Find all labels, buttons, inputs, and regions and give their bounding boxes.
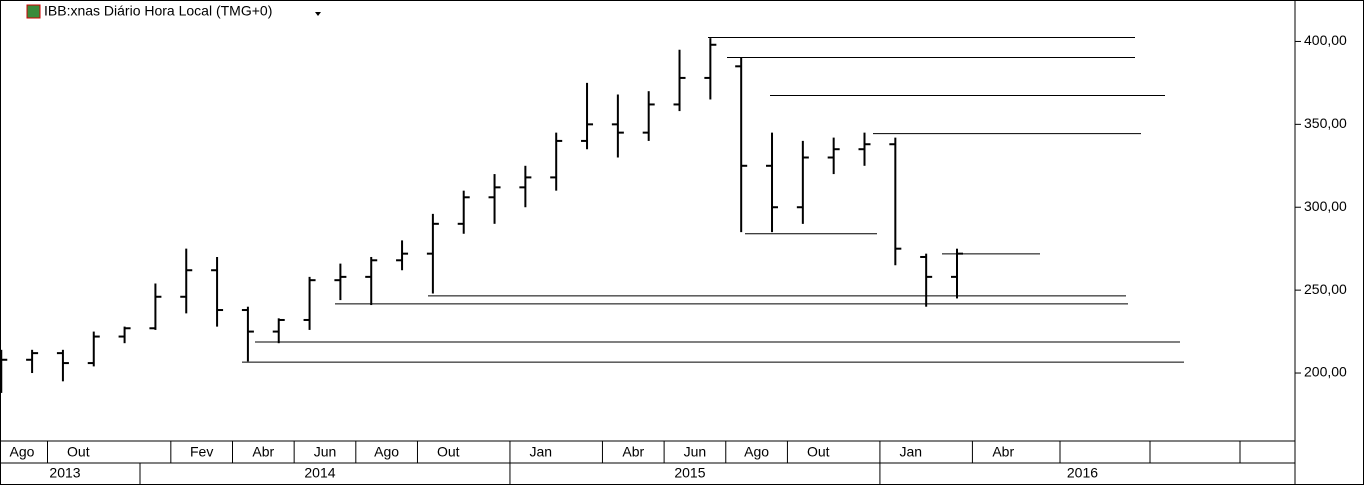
year-label: 2016 [1067, 465, 1098, 481]
month-label: Ago [744, 444, 769, 460]
y-tick-label: 300,00 [1304, 198, 1347, 214]
dropdown-arrow[interactable] [315, 12, 321, 16]
month-label: Out [437, 444, 460, 460]
month-label: Jun [314, 444, 337, 460]
month-label: Abr [992, 444, 1014, 460]
month-label: Jan [530, 444, 553, 460]
month-label: Ago [10, 444, 35, 460]
month-label: Abr [622, 444, 644, 460]
month-label: Ago [374, 444, 399, 460]
year-label: 2014 [304, 465, 335, 481]
y-tick-label: 350,00 [1304, 115, 1347, 131]
year-label: 2015 [674, 465, 705, 481]
month-label: Out [807, 444, 830, 460]
symbol-icon [26, 4, 41, 19]
y-tick-label: 200,00 [1304, 364, 1347, 380]
chart-title[interactable]: IBB:xnas Diário Hora Local (TMG+0) [44, 3, 272, 19]
month-label: Fev [190, 444, 213, 460]
y-tick-label: 400,00 [1304, 32, 1347, 48]
month-label: Jan [899, 444, 922, 460]
year-label: 2013 [49, 465, 80, 481]
y-tick-label: 250,00 [1304, 281, 1347, 297]
month-label: Abr [252, 444, 274, 460]
month-label: Jun [684, 444, 707, 460]
month-label: Out [67, 444, 90, 460]
